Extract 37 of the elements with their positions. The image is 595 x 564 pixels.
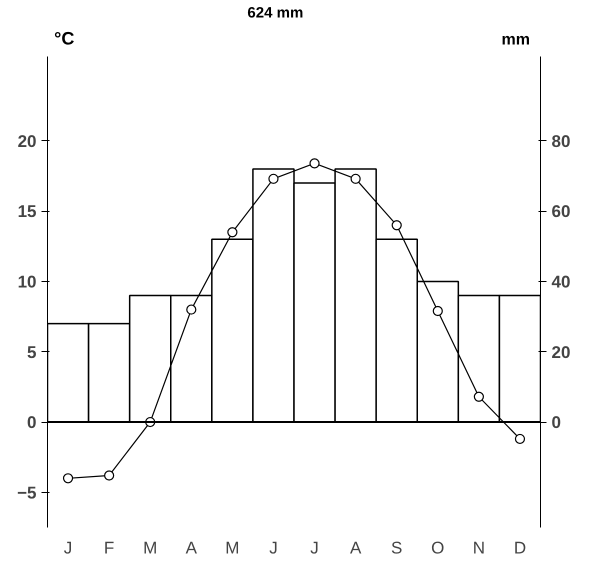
y-tick-label: 20 xyxy=(18,132,37,151)
x-tick-label: N xyxy=(472,538,486,558)
y2-tick-label: 80 xyxy=(552,132,570,151)
x-tick-label: A xyxy=(186,538,198,558)
y-axis-title: °C xyxy=(54,28,74,48)
point xyxy=(392,220,402,230)
x-tick-label: M xyxy=(143,538,158,558)
x-tick-label: J xyxy=(64,538,72,558)
point xyxy=(350,174,361,184)
point xyxy=(474,392,484,402)
chart-title: 624 mm xyxy=(247,4,304,22)
point xyxy=(432,306,443,316)
point xyxy=(104,470,114,481)
x-tick-label: M xyxy=(225,538,240,558)
point xyxy=(268,174,279,184)
x-tick-label: J xyxy=(310,538,319,558)
x-tick-label: D xyxy=(514,538,526,558)
point xyxy=(186,304,196,315)
y2-tick-label: 40 xyxy=(552,272,570,292)
y-tick-label: −5 xyxy=(17,483,37,502)
point xyxy=(62,473,74,484)
point xyxy=(309,158,320,168)
x-tick-label: A xyxy=(350,538,362,558)
y-tick-label: 10 xyxy=(18,272,37,292)
y-tick-label: 15 xyxy=(18,202,37,222)
point xyxy=(227,227,238,238)
x-tick-label: F xyxy=(104,538,114,558)
x-tick-label: S xyxy=(391,538,402,558)
y2-tick-label: 20 xyxy=(552,342,570,362)
y2-tick-label: 60 xyxy=(552,202,570,222)
y-tick-label: 0 xyxy=(27,413,37,432)
y-tick-label: 5 xyxy=(27,342,37,362)
x-tick-label: J xyxy=(269,538,278,558)
x-tick-label: O xyxy=(431,538,444,558)
y2-axis-title: mm xyxy=(502,32,530,48)
point xyxy=(514,434,526,444)
y2-tick-label: 0 xyxy=(552,413,561,432)
